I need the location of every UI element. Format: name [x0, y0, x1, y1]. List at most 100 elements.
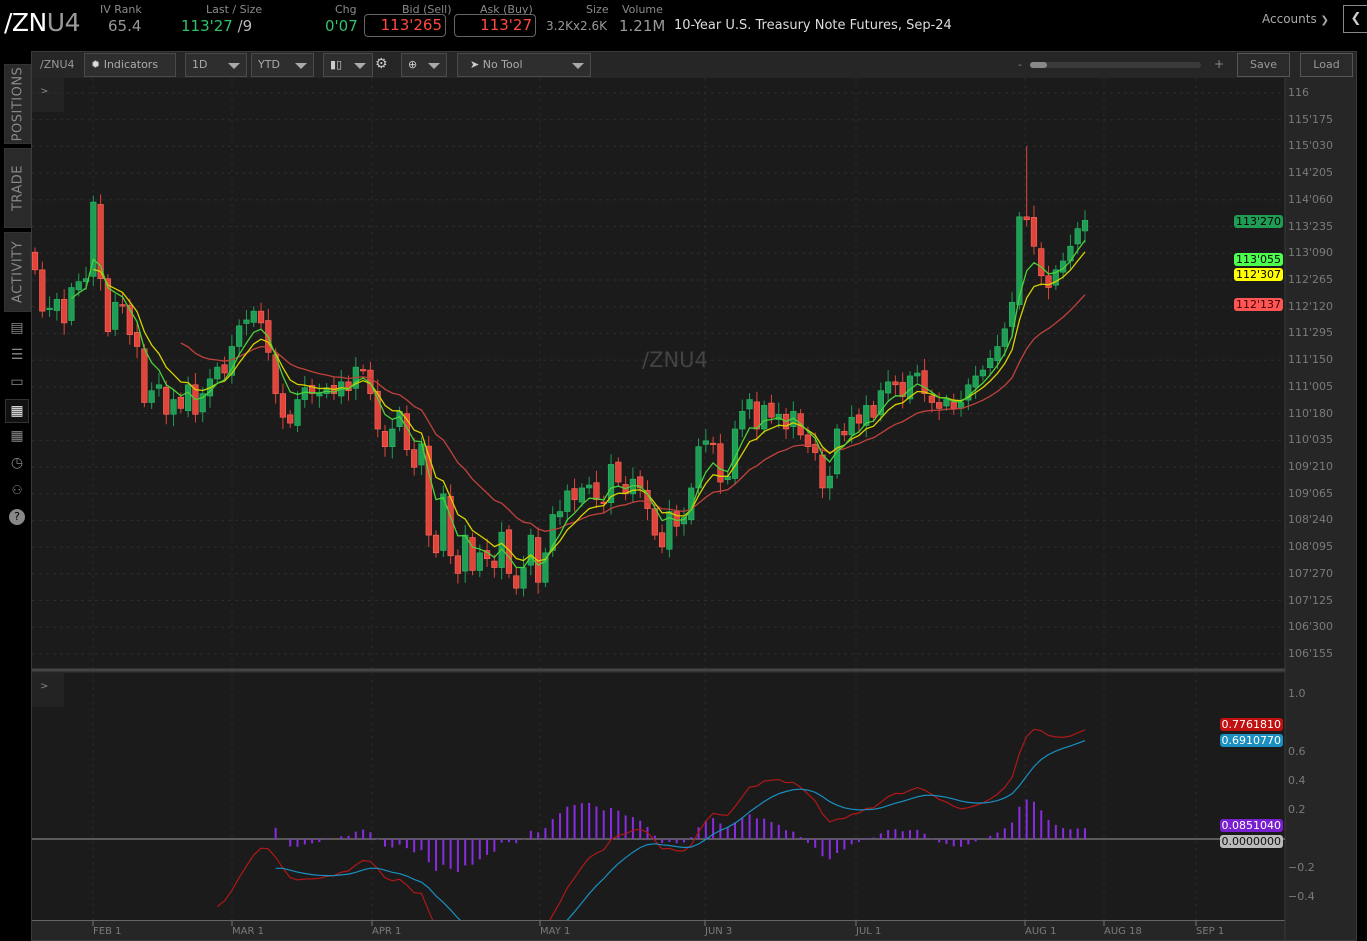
candle-up	[994, 346, 1001, 361]
candle-up	[294, 399, 301, 426]
candle-up	[46, 307, 53, 310]
ask-label: Ask (Buy)	[480, 3, 533, 16]
candle-up	[987, 357, 994, 369]
candle-up	[914, 372, 921, 377]
macd-tag: 0.7761810	[1219, 718, 1283, 731]
accounts-menu[interactable]: Accounts ❯	[1262, 12, 1329, 26]
candle-up	[965, 384, 972, 401]
price-axis-label: 112'120	[1288, 299, 1334, 313]
candle-down	[804, 434, 812, 448]
symbol-title[interactable]: /ZNU4	[4, 8, 80, 37]
history-icon[interactable]: ◷	[10, 455, 24, 471]
aggregation-dropdown[interactable]: 1D	[185, 53, 247, 77]
candle-up	[979, 369, 987, 377]
price-axis-label: 111'150	[1288, 353, 1334, 367]
candle-up	[586, 484, 593, 489]
candle-down	[1038, 248, 1045, 277]
candle-down	[673, 511, 680, 527]
candle-up	[702, 440, 709, 445]
candle-up	[185, 384, 192, 412]
candle-up	[863, 405, 870, 426]
candle-down	[571, 488, 578, 501]
candle-up	[476, 552, 483, 571]
ask-button[interactable]: 113'27	[454, 14, 536, 37]
candle-up	[542, 552, 549, 583]
price-axis-label: 106'155	[1288, 646, 1334, 660]
settings-gear-icon[interactable]: ⚙	[375, 56, 388, 72]
candle-down	[279, 393, 287, 418]
candle-up	[1016, 216, 1023, 305]
candle-up	[520, 567, 527, 589]
candle-up	[440, 493, 447, 551]
zoom-slider[interactable]	[1030, 62, 1201, 68]
price-axis-label: 113'090	[1288, 246, 1334, 260]
crosshair-icon: ⊕	[408, 58, 418, 71]
expand-macd-pane-button[interactable]: >	[32, 673, 64, 707]
chg-value: 0'07	[325, 17, 358, 35]
price-tag: 113'270	[1233, 215, 1283, 228]
candle-down	[133, 332, 141, 347]
tab-positions[interactable]: POSITIONS	[4, 64, 31, 144]
load-button[interactable]: Load	[1300, 53, 1353, 77]
zoom-slider-handle[interactable]	[1030, 62, 1048, 68]
candle-up	[53, 299, 60, 311]
date-axis-label: JUL 1	[856, 926, 882, 937]
toolbar-symbol: /ZNU4	[40, 58, 75, 71]
tab-activity[interactable]: ACTIVITY	[4, 232, 31, 312]
watchlist-icon[interactable]: ☰	[10, 347, 24, 363]
price-axis-label: 110'035	[1288, 433, 1334, 447]
candle-up	[943, 399, 950, 407]
macd-pane[interactable]	[32, 673, 1285, 921]
live-tv-icon[interactable]: ▭	[10, 374, 24, 390]
price-axis-label: 114'205	[1288, 166, 1334, 180]
zoom-in-button[interactable]: +	[1214, 57, 1225, 71]
candle-down	[812, 444, 819, 453]
bid-button[interactable]: 113'265	[364, 14, 446, 37]
price-pane[interactable]	[32, 78, 1285, 669]
news-icon[interactable]: ▤	[10, 320, 24, 336]
instrument-description: 10-Year U.S. Treasury Note Futures, Sep-…	[674, 18, 952, 33]
volume-label: Volume	[622, 3, 663, 16]
candle-up	[170, 399, 177, 415]
candle-down	[425, 445, 432, 536]
candle-down	[447, 495, 454, 557]
candle-up	[695, 446, 702, 489]
last-price: 113'27 /9	[181, 17, 253, 35]
candle-down	[374, 390, 381, 430]
price-axis-label: 107'270	[1288, 566, 1334, 580]
time-range-dropdown[interactable]: YTD	[251, 53, 314, 77]
candle-up	[775, 413, 782, 420]
tab-trade[interactable]: TRADE	[4, 148, 31, 228]
macd-axis-label: 0.6	[1288, 745, 1306, 758]
chart-watermark: /ZNU4	[642, 348, 708, 372]
help-icon[interactable]: ?	[9, 509, 25, 525]
indicators-button[interactable]: ✹ Indicators	[84, 53, 176, 77]
grid-icon[interactable]: ▦	[10, 428, 24, 444]
ma-fast-line	[71, 239, 1086, 569]
candle-up	[1081, 220, 1089, 232]
candle-down	[870, 405, 877, 418]
zoom-out-button[interactable]: -	[1018, 58, 1022, 71]
date-axis-label: AUG 18	[1104, 926, 1142, 937]
expand-price-pane-button[interactable]: >	[32, 78, 64, 112]
crosshair-dropdown[interactable]: ⊕	[401, 53, 447, 77]
ma-slow-line	[180, 294, 1086, 532]
candle-down	[753, 401, 760, 430]
candle-down	[710, 442, 717, 445]
save-button[interactable]: Save	[1237, 53, 1290, 77]
candle-up	[527, 534, 534, 566]
candle-down	[141, 348, 148, 403]
candle-down	[360, 369, 367, 372]
collapse-panel-button[interactable]: ❮	[1343, 5, 1367, 33]
community-icon[interactable]: ⚇	[11, 483, 23, 497]
chart-style-dropdown[interactable]: ▮▯	[323, 53, 373, 77]
price-axis-label: 109'065	[1288, 486, 1334, 500]
candle-up	[82, 278, 90, 282]
candle-down	[257, 310, 265, 324]
price-axis-label: 110'180	[1288, 406, 1334, 420]
chart-icon[interactable]: ▦	[5, 399, 29, 423]
drawing-tool-dropdown[interactable]: ➤ No Tool	[457, 53, 591, 77]
candle-down	[411, 449, 418, 468]
candle-down	[717, 443, 724, 483]
